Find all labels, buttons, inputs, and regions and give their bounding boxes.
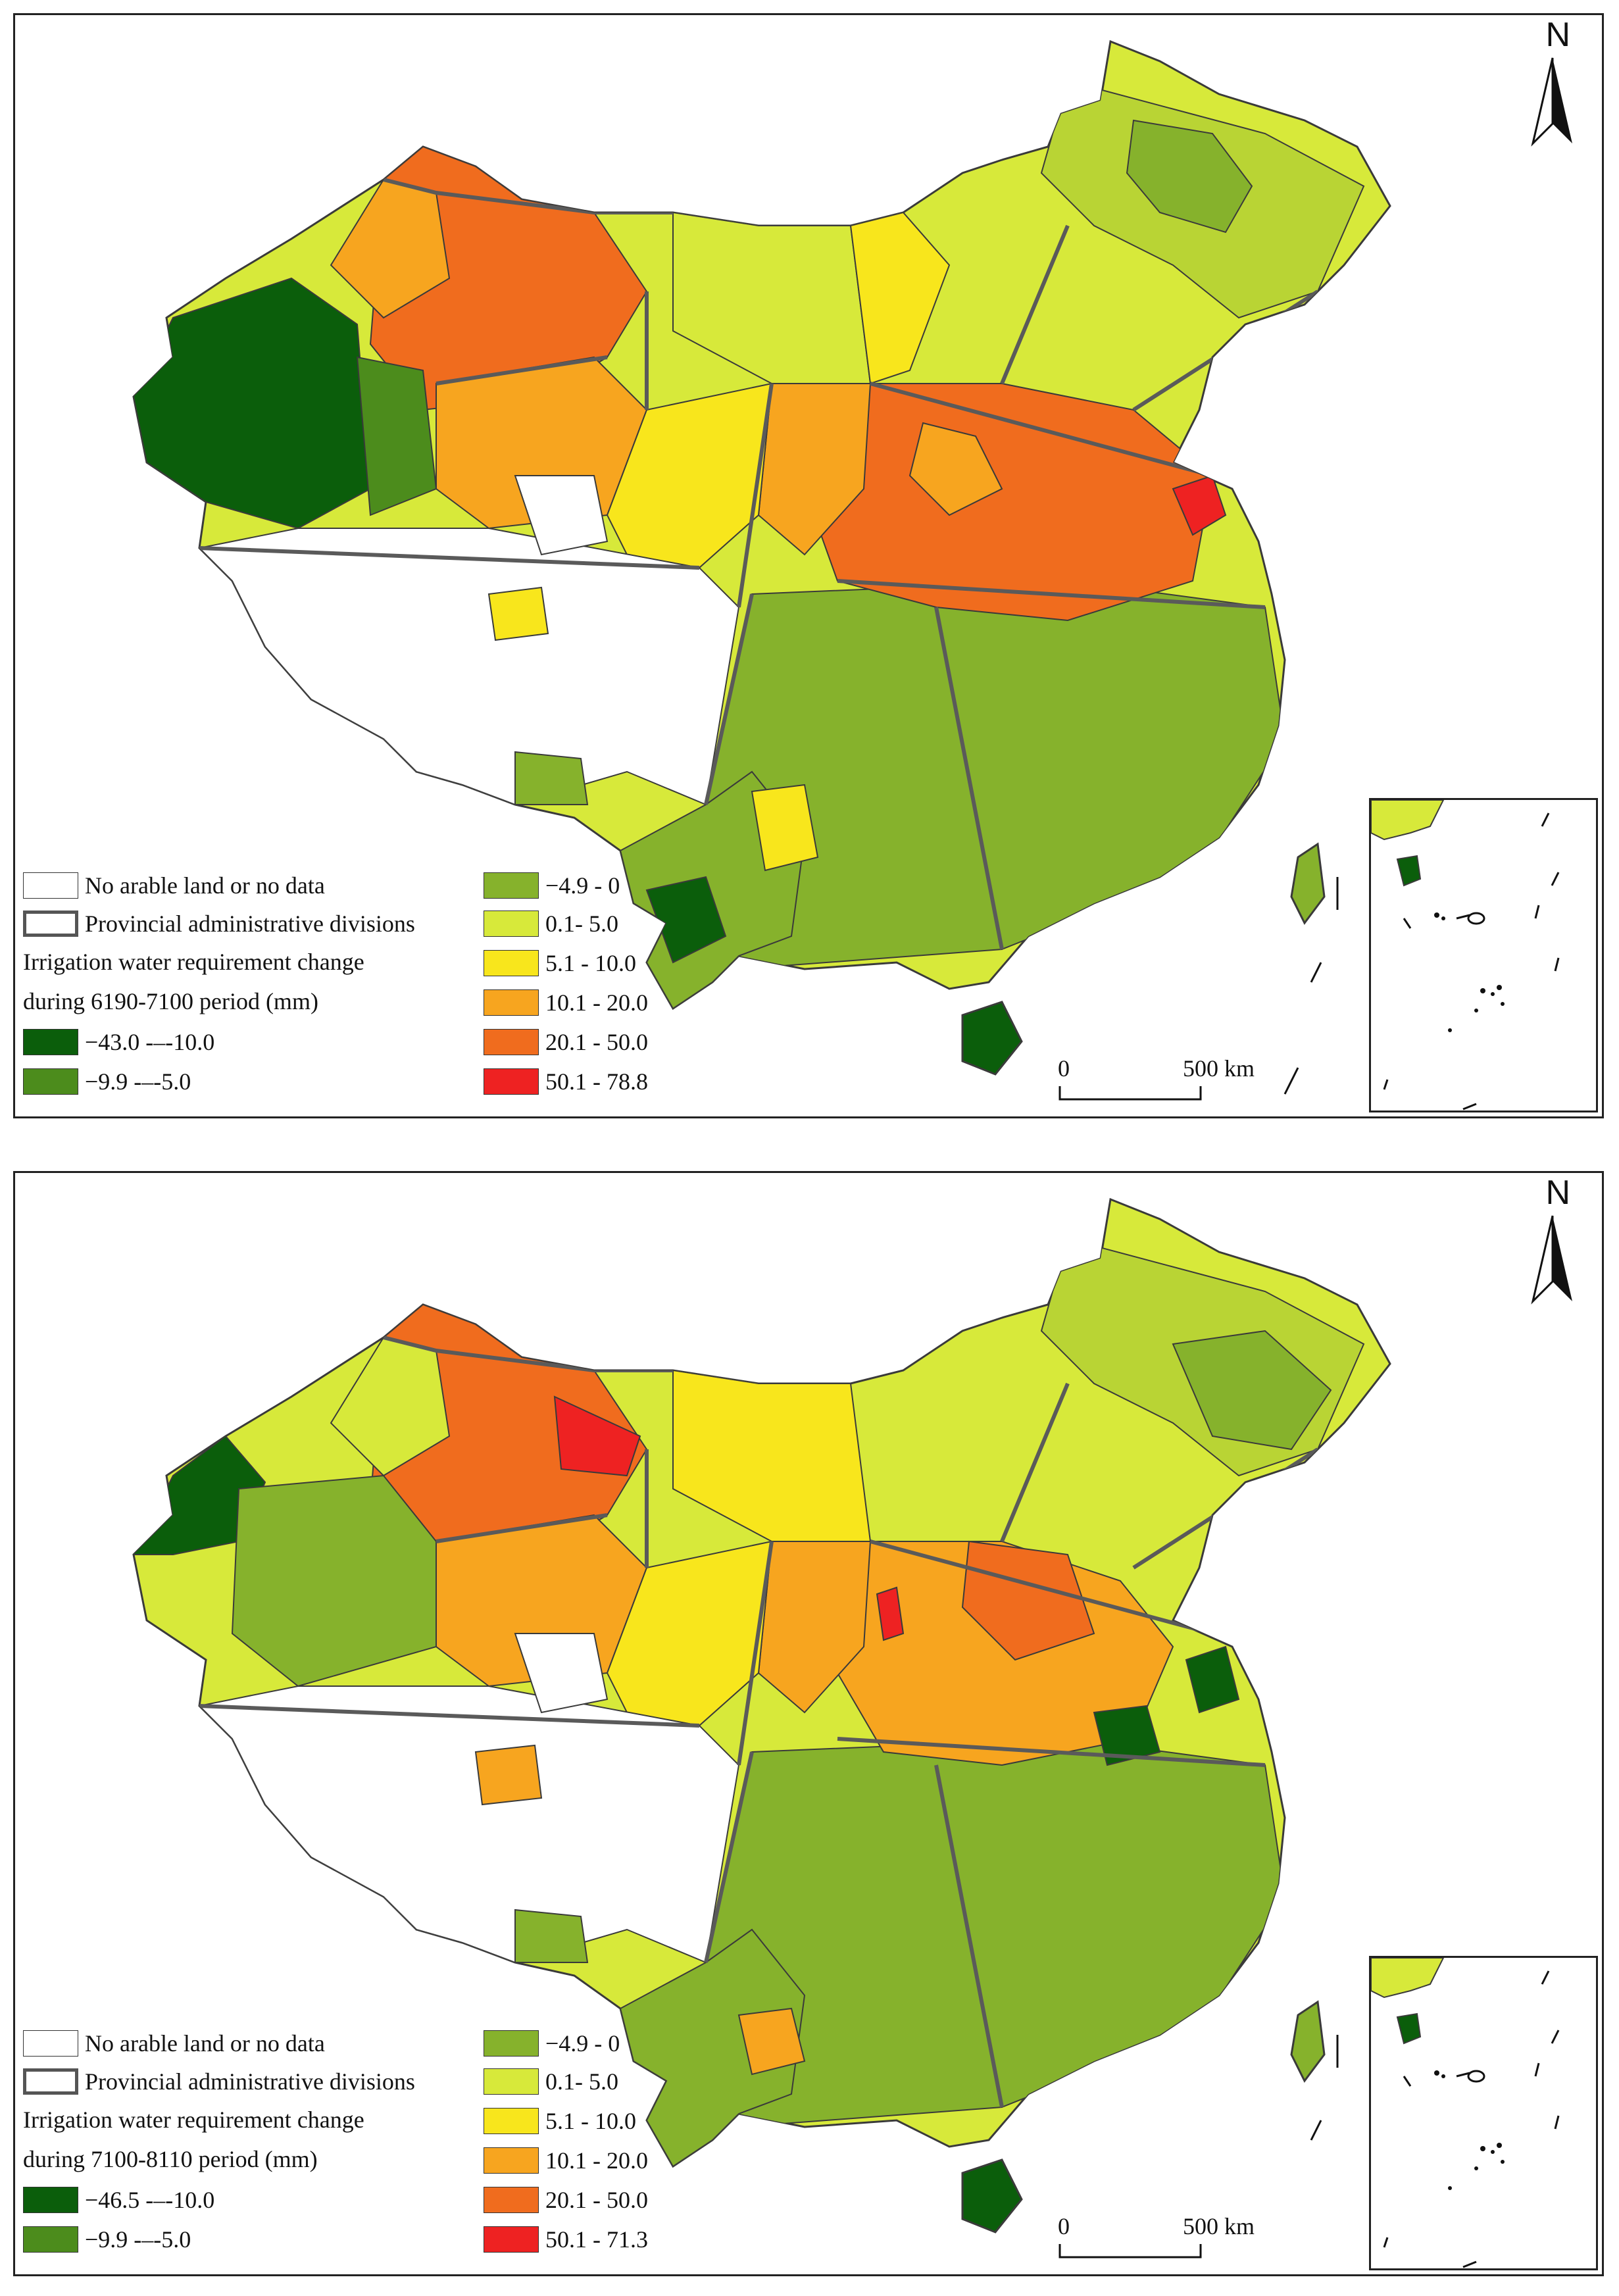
legend-province: Provincial administrative divisions — [23, 909, 415, 939]
swatch-class-6 — [484, 2147, 539, 2174]
legend-class-2: −9.9 -–-5.0 — [23, 2224, 191, 2255]
swatch-class-2 — [23, 2226, 78, 2253]
map-panel-7100-8110: N 0 500 km No ar — [13, 1171, 1604, 2276]
north-label: N — [1545, 1174, 1570, 1212]
scale-bar-labels: 0 500 km — [1058, 1055, 1255, 1101]
legend-class-7: 20.1 - 50.0 — [484, 1027, 648, 1057]
scale-distance: 500 km — [1183, 1055, 1255, 1082]
inset-map — [1371, 800, 1560, 1111]
legend-no-data: No arable land or no data — [23, 2028, 325, 2059]
legend-class-4: 0.1- 5.0 — [484, 2066, 618, 2097]
legend: No arable land or no data Provincial adm… — [23, 2028, 734, 2272]
legend-class-7: 20.1 - 50.0 — [484, 2185, 648, 2215]
legend-class-6: 10.1 - 20.0 — [484, 2145, 648, 2176]
legend-title-line1: Irrigation water requirement change — [23, 949, 364, 975]
swatch-class-8 — [484, 2226, 539, 2253]
legend-title-line2: during 7100-8110 period (mm) — [23, 2146, 318, 2172]
legend-class-3: −4.9 - 0 — [484, 2028, 620, 2059]
scale-zero: 0 — [1058, 2213, 1070, 2239]
swatch-class-7 — [484, 2187, 539, 2213]
scale-zero: 0 — [1058, 1055, 1070, 1082]
province-boundaries — [199, 178, 1319, 950]
scale-bar — [1059, 877, 1339, 1101]
legend-class-5: 5.1 - 10.0 — [484, 948, 636, 978]
scale-bar — [1059, 2035, 1339, 2259]
swatch-class-6 — [484, 989, 539, 1016]
swatch-class-5 — [484, 950, 539, 976]
swatch-class-1 — [23, 2187, 78, 2213]
province-boundaries — [199, 1335, 1319, 2108]
china-map — [132, 1197, 1391, 2259]
swatch-class-5 — [484, 2108, 539, 2134]
map-regions — [132, 39, 1391, 1076]
legend-title-line1: Irrigation water requirement change — [23, 2107, 364, 2133]
legend-title-line2: during 6190-7100 period (mm) — [23, 988, 318, 1014]
swatch-class-3 — [484, 872, 539, 899]
south-china-sea-inset — [1369, 1956, 1598, 2270]
legend-class-1: −46.5 -–-10.0 — [23, 2185, 214, 2215]
legend-class-4: 0.1- 5.0 — [484, 909, 618, 939]
map-regions — [132, 1197, 1391, 2234]
swatch-class-8 — [484, 1068, 539, 1095]
swatch-class-1 — [23, 1029, 78, 1055]
legend-class-1: −43.0 -–-10.0 — [23, 1027, 214, 1057]
swatch-class-7 — [484, 1029, 539, 1055]
swatch-class-2 — [23, 1068, 78, 1095]
legend-class-6: 10.1 - 20.0 — [484, 987, 648, 1018]
china-map — [132, 39, 1391, 1101]
swatch-province — [23, 2068, 78, 2095]
legend-province: Provincial administrative divisions — [23, 2066, 415, 2097]
legend-class-2: −9.9 -–-5.0 — [23, 1066, 191, 1097]
north-label: N — [1545, 16, 1570, 54]
scale-bar-labels: 0 500 km — [1058, 2212, 1255, 2259]
legend: No arable land or no data Provincial adm… — [23, 870, 734, 1114]
inset-map — [1371, 1958, 1560, 2268]
legend-no-data: No arable land or no data — [23, 870, 325, 901]
swatch-no-data — [23, 2030, 78, 2057]
legend-class-8: 50.1 - 78.8 — [484, 1066, 648, 1097]
legend-class-5: 5.1 - 10.0 — [484, 2106, 636, 2136]
north-arrow-icon — [1531, 1215, 1572, 1305]
south-china-sea-inset — [1369, 798, 1598, 1112]
north-arrow-icon — [1531, 57, 1572, 147]
map-panel-6190-7100: N 0 500 km No ar — [13, 13, 1604, 1118]
legend-class-8: 50.1 - 71.3 — [484, 2224, 648, 2255]
swatch-class-4 — [484, 2068, 539, 2095]
swatch-no-data — [23, 872, 78, 899]
scale-distance: 500 km — [1183, 2213, 1255, 2239]
swatch-province — [23, 911, 78, 937]
swatch-class-4 — [484, 911, 539, 937]
swatch-class-3 — [484, 2030, 539, 2057]
legend-class-3: −4.9 - 0 — [484, 870, 620, 901]
